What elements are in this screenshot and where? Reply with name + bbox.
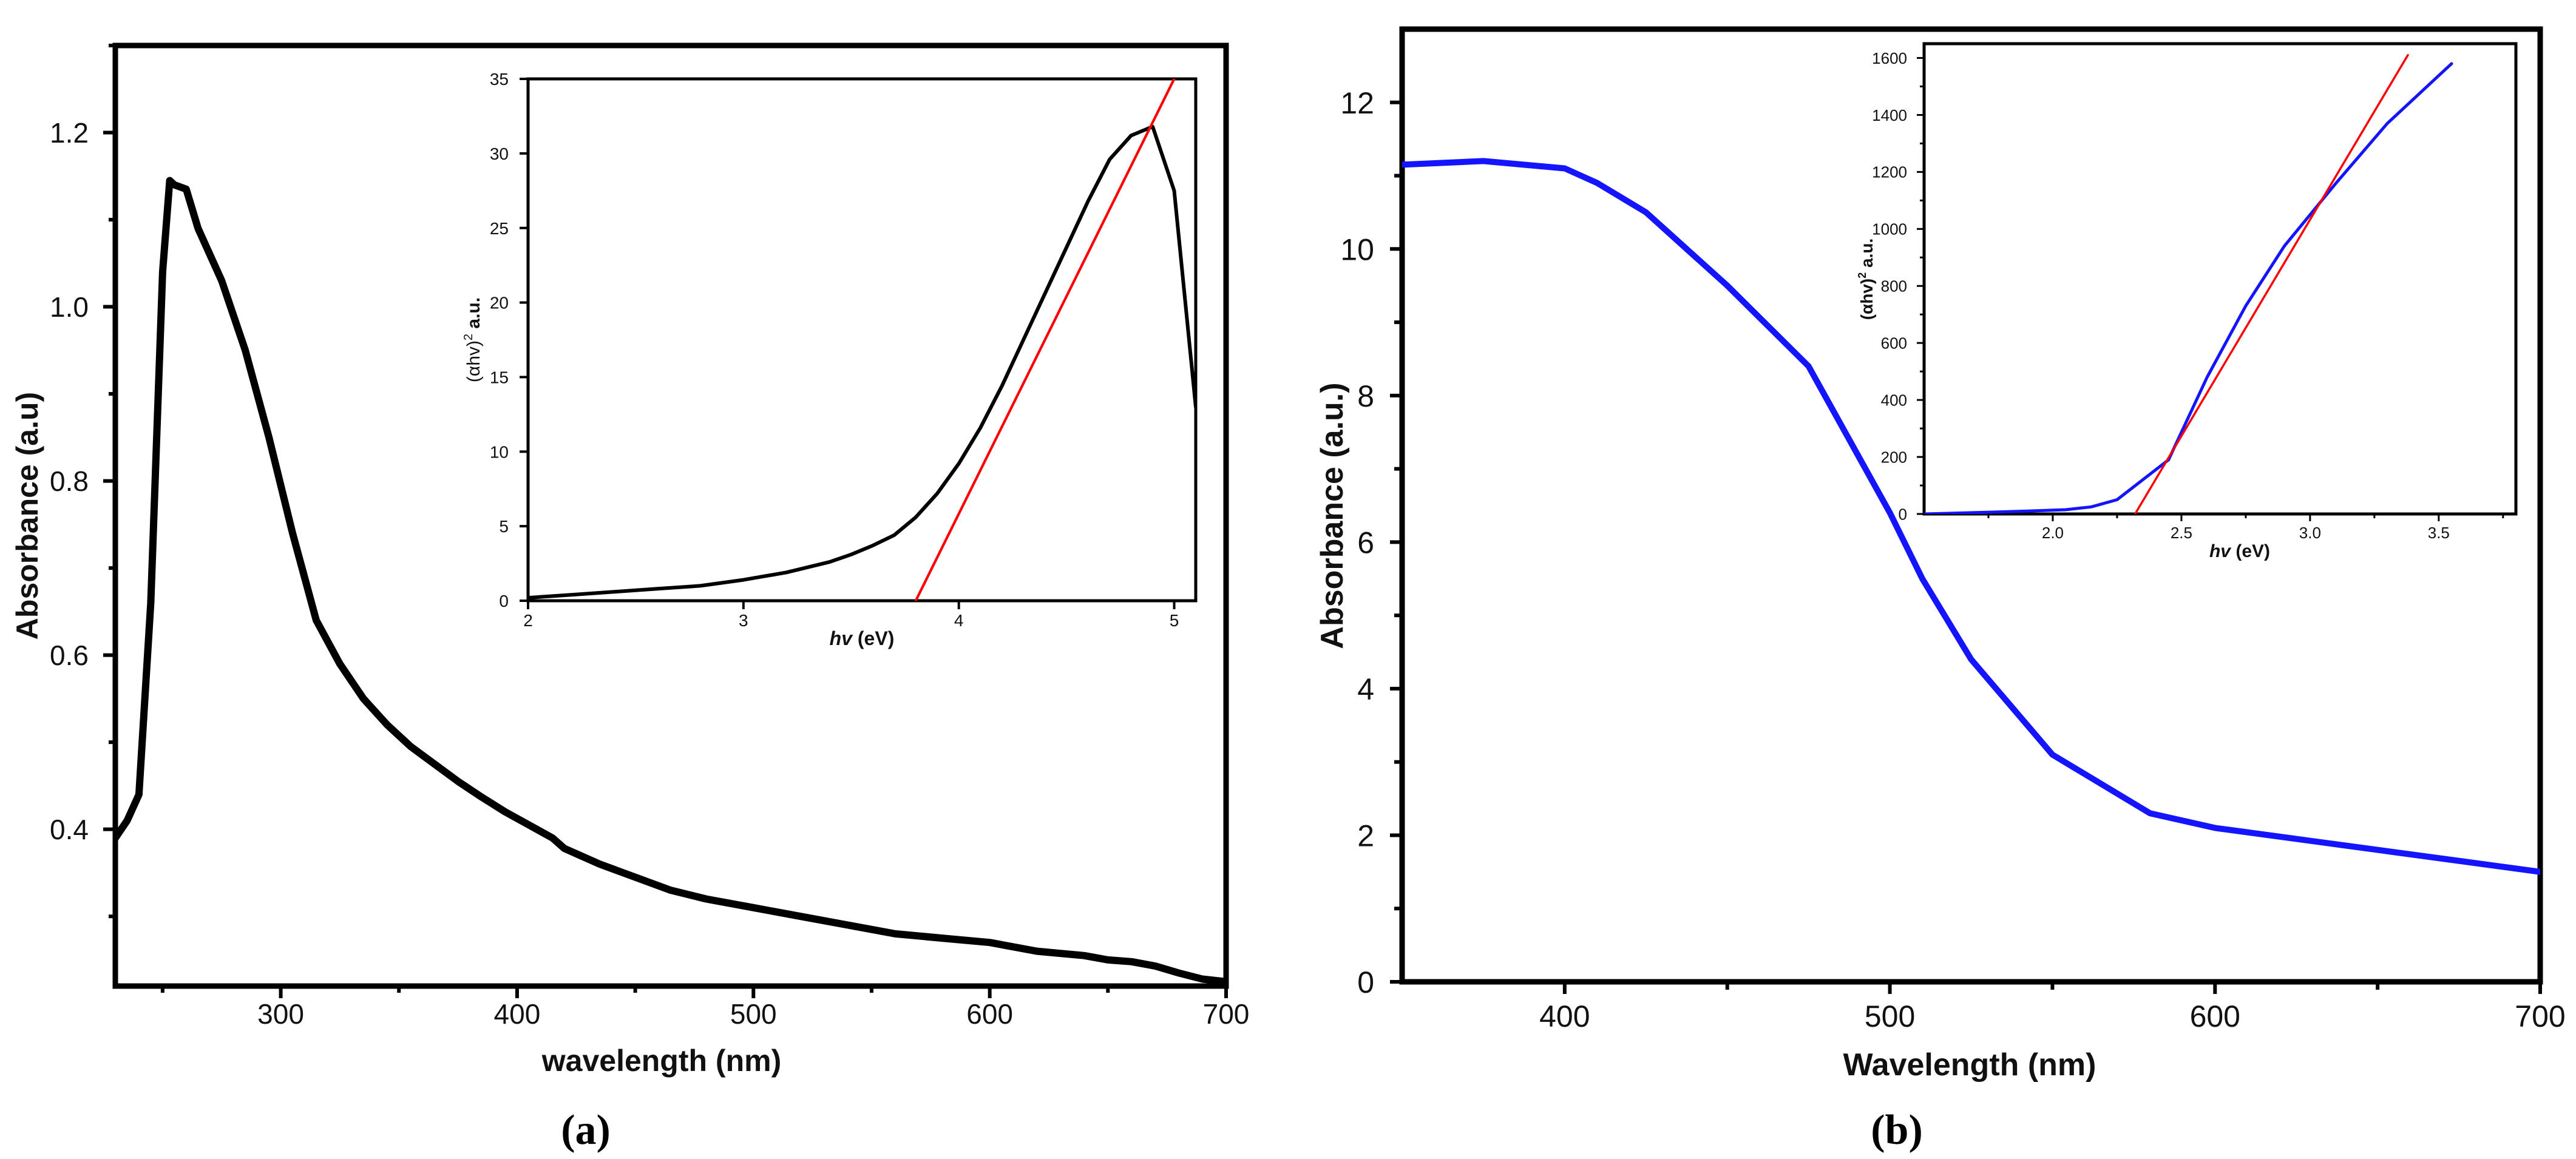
y-tick-label: 0.8 [50,465,89,497]
a-inset-y-axis-title: (αhv)2 a.u. [462,297,484,382]
x-tick-label: 400 [494,998,541,1030]
panel-b-caption: (b) [1871,1107,1923,1154]
y-tick-label: 10 [490,442,509,461]
y-tick-label: 400 [1881,391,1907,409]
x-tick-label: 5 [1170,611,1179,630]
y-tick-label: 30 [490,144,509,163]
series-line-tauc-plot [1924,62,2453,514]
y-tick-label: 0 [499,592,509,610]
y-tick-label: 1600 [1872,49,1907,67]
y-tick-label: 1400 [1872,106,1907,124]
y-tick-label: 0 [1357,965,1374,999]
x-tick-label: 3 [739,611,748,630]
x-tick-label: 600 [2190,999,2240,1033]
x-tick-label: 2.0 [2042,524,2064,542]
y-tick-label: 25 [490,219,509,238]
y-tick-label: 6 [1357,525,1374,559]
panel-a-caption: (a) [561,1107,611,1154]
y-tick-label: 0.4 [50,814,89,845]
y-tick-label: 8 [1357,379,1374,413]
b-inset-x-axis-title: hv (eV) [2209,541,2270,561]
y-tick-label: 12 [1340,86,1374,120]
x-tick-label: 400 [1539,999,1590,1033]
chart-b-absorbance: 400 500 600 700 0 2 4 6 8 10 12 Wavelength (nm) Ab… [1315,26,2566,1083]
y-tick-label: 5 [499,517,509,536]
y-tick-label: 35 [490,70,509,89]
x-tick-label: 3.0 [2299,524,2321,542]
y-tick-label: 2 [1357,819,1374,853]
y-tick-label: 0 [1899,505,1907,523]
chart-a-tauc-inset: 2 3 4 5 0 5 10 15 20 25 30 35 hv (eV) (αhv)2 a.u. [462,70,1198,649]
y-tick-label: 1000 [1872,220,1907,238]
y-tick-label: 1.2 [50,117,89,149]
series-line-linear-fit [2134,54,2409,514]
x-tick-label: 500 [730,998,777,1030]
a-inset-x-axis-title: hv (eV) [830,627,895,649]
y-tick-label: 10 [1340,232,1374,266]
series-line-linear-fit [914,79,1176,601]
x-tick-label: 600 [966,998,1013,1030]
a-x-axis-title: wavelength (nm) [541,1044,781,1078]
y-tick-label: 1.0 [50,291,89,323]
x-tick-label: 300 [257,998,304,1030]
chart-b-tauc-inset: 2.0 2.5 3.0 3.5 0 200 400 600 800 1000 1200 1400 160… [1856,42,2518,561]
y-tick-label: 600 [1881,334,1907,353]
b-x-axis-title: Wavelength (nm) [1843,1047,2096,1083]
x-tick-label: 700 [2515,999,2565,1033]
a-y-axis-title: Absorbance (a.u) [10,392,44,640]
y-tick-label: 200 [1881,448,1907,466]
y-tick-label: 1200 [1872,163,1907,181]
series-line-absorbance [115,177,1226,985]
x-tick-label: 700 [1203,998,1250,1030]
y-tick-label: 15 [490,368,509,387]
x-tick-label: 2 [523,611,533,630]
y-tick-label: 20 [490,294,509,313]
y-tick-label: 800 [1881,277,1907,296]
series-line-absorbance [1402,158,2540,875]
x-tick-label: 500 [1865,999,1915,1033]
x-tick-label: 4 [954,611,964,630]
b-y-axis-title: Absorbance (a.u.) [1315,382,1350,649]
series-line-tauc-plot [528,124,1196,600]
y-tick-label: 0.6 [50,640,89,671]
b-inset-y-axis-title: (αhv)2 a.u. [1856,238,1876,320]
x-tick-label: 3.5 [2428,524,2450,542]
y-tick-label: 4 [1357,672,1374,706]
x-tick-label: 2.5 [2171,524,2192,542]
